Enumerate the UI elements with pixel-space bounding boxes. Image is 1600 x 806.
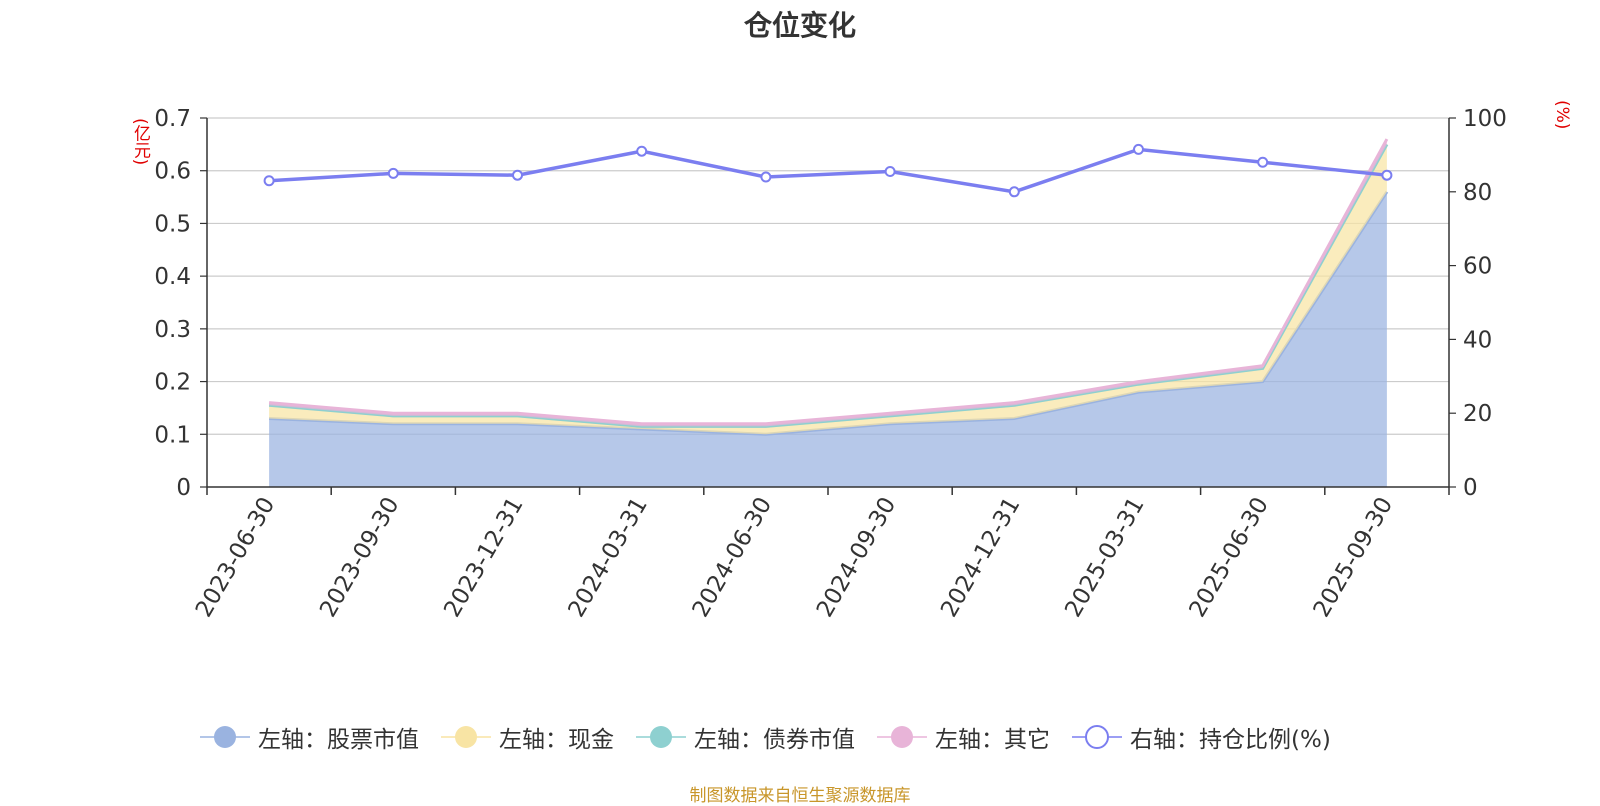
legend-item-other[interactable]: 左轴：其它 <box>877 720 1050 754</box>
x-axis-tick-label: 2024-09-30 <box>812 493 901 622</box>
legend-item-stock[interactable]: 左轴：股票市值 <box>200 720 419 754</box>
legend-marker-stock <box>200 726 250 748</box>
chart-title: 仓位变化 <box>743 9 856 42</box>
position-ratio-point <box>1381 169 1393 181</box>
x-axis-tick-label: 2025-03-31 <box>1060 493 1149 622</box>
chart-canvas: 0 0.1 0.2 0.3 0.4 0.5 0.6 0.7 0 20 40 60 80 100 2023-0… <box>154 106 1507 622</box>
position-ratio-point <box>263 175 275 187</box>
x-axis-tick-label: 2025-06-30 <box>1185 493 1274 622</box>
x-axis-tick-label: 2025-09-30 <box>1309 493 1398 622</box>
legend-item-position-ratio[interactable]: 右轴：持仓比例(%) <box>1072 720 1331 754</box>
position-ratio-point <box>884 166 896 178</box>
x-axis-tick-label: 2023-09-30 <box>315 493 404 622</box>
area-series-0 <box>269 191 1387 488</box>
position-ratio-point <box>760 171 772 183</box>
legend-label-other: 左轴：其它 <box>935 727 1050 753</box>
x-axis-tick-label: 2023-12-31 <box>439 493 528 622</box>
legend-label-bond: 左轴：债券市值 <box>694 727 855 753</box>
position-ratio-point <box>512 169 523 181</box>
legend-item-cash[interactable]: 左轴：现金 <box>441 720 614 754</box>
right-axis-tick-label: 80 <box>1463 180 1492 206</box>
legend-label-position-ratio: 右轴：持仓比例(%) <box>1130 727 1331 753</box>
position-ratio-point <box>1257 156 1269 168</box>
right-axis-tick-label: 100 <box>1463 106 1507 132</box>
position-ratio-point <box>387 167 399 179</box>
left-axis-tick-label: 0.4 <box>154 264 191 290</box>
left-axis-tick-label: 0.7 <box>154 106 191 132</box>
legend-marker-cash <box>441 726 491 748</box>
right-axis-unit: (%) <box>1552 100 1572 130</box>
right-axis-tick-label: 20 <box>1463 401 1492 427</box>
legend-marker-other <box>877 726 927 748</box>
legend-marker-position-ratio <box>1072 725 1122 749</box>
legend-item-bond[interactable]: 左轴：债券市值 <box>636 720 855 754</box>
position-ratio-point <box>1133 143 1144 155</box>
position-ratio-point <box>1008 186 1020 198</box>
left-axis-tick-label: 0.1 <box>154 422 191 448</box>
right-axis-tick-label: 60 <box>1463 254 1492 280</box>
legend-label-stock: 左轴：股票市值 <box>258 727 419 753</box>
right-axis-tick-label: 40 <box>1463 327 1492 353</box>
legend-label-cash: 左轴：现金 <box>499 727 614 753</box>
right-axis-tick-label: 0 <box>1463 475 1478 501</box>
x-axis-tick-label: 2024-03-31 <box>564 493 653 622</box>
left-axis-tick-label: 0.3 <box>154 317 191 343</box>
left-axis-tick-label: 0 <box>176 475 191 501</box>
position-ratio-point <box>636 145 648 157</box>
x-axis-tick-label: 2024-12-31 <box>936 493 1025 622</box>
left-axis-tick-label: 0.5 <box>154 211 191 237</box>
left-axis-tick-label: 0.6 <box>154 159 191 185</box>
x-axis-tick-label: 2024-06-30 <box>688 493 777 622</box>
data-source-footer: 制图数据来自恒生聚源数据库 <box>689 786 911 806</box>
x-axis-tick-label: 2023-06-30 <box>191 493 280 622</box>
left-axis-tick-label: 0.2 <box>154 370 191 396</box>
left-axis-unit: (亿元) <box>130 118 150 166</box>
legend: 左轴：股票市值 左轴：现金 左轴：债券市值 左轴：其它 右轴：持仓比例(%) <box>200 720 1331 754</box>
position-ratio-line <box>268 147 1388 194</box>
legend-marker-bond <box>636 726 686 748</box>
area-series-line-3 <box>268 138 1389 426</box>
